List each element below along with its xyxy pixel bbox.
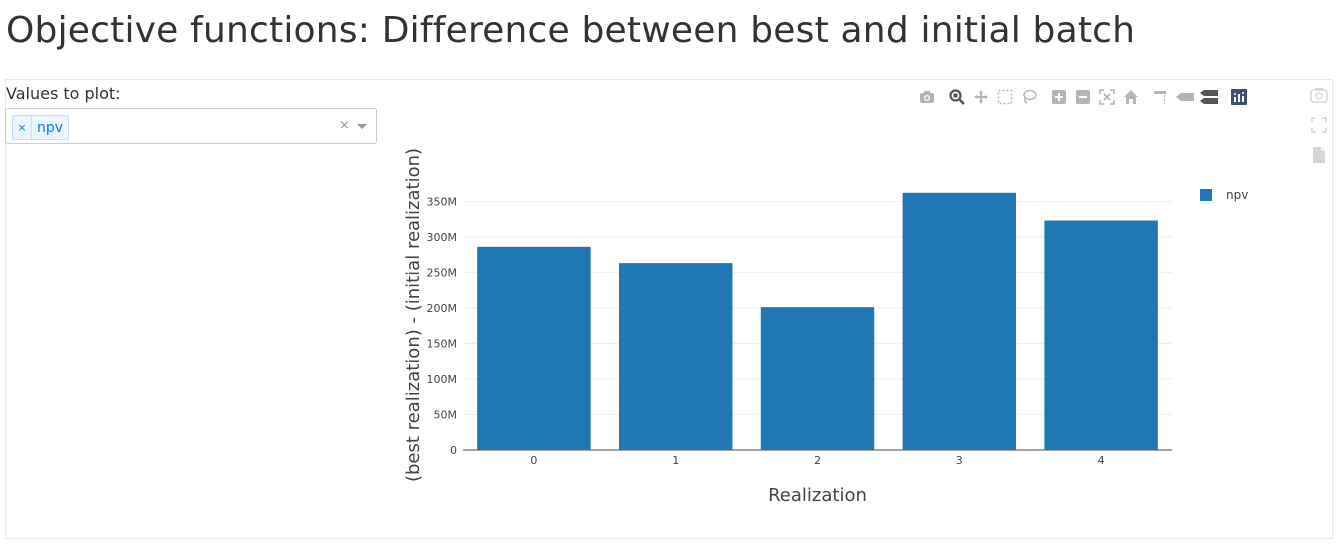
x-tick-label: 3 bbox=[956, 454, 963, 467]
x-tick-label: 2 bbox=[814, 454, 821, 467]
x-axis-title: Realization bbox=[768, 485, 867, 506]
pan-icon[interactable] bbox=[972, 89, 990, 105]
autoscale-icon[interactable] bbox=[1098, 89, 1116, 105]
values-to-plot-label: Values to plot: bbox=[6, 84, 121, 103]
y-tick-label: 50M bbox=[434, 408, 458, 421]
zoom-in-icon[interactable] bbox=[1050, 89, 1068, 105]
box-select-icon[interactable] bbox=[996, 89, 1014, 105]
zoom-icon[interactable] bbox=[948, 89, 966, 105]
y-tick-label: 350M bbox=[427, 195, 458, 208]
x-tick-label: 4 bbox=[1098, 454, 1105, 467]
y-axis-title: (best realization) - (initial realizatio… bbox=[403, 148, 424, 482]
selected-value-tag[interactable]: × npv bbox=[12, 115, 70, 140]
x-tick-label: 0 bbox=[530, 454, 537, 467]
bar-chart: 0 50M 100M 150M 200M 250M 300M 350M 0 1 2 3 4 Realiz… bbox=[403, 148, 1248, 506]
lasso-icon[interactable] bbox=[1020, 89, 1038, 105]
values-multiselect[interactable]: × npv × bbox=[5, 108, 377, 144]
y-tick-label: 300M bbox=[427, 231, 458, 244]
clear-selection-icon[interactable]: × bbox=[339, 118, 350, 133]
hover-closest-icon[interactable] bbox=[1176, 89, 1194, 105]
legend-label[interactable]: npv bbox=[1226, 188, 1248, 202]
screenshot-icon[interactable] bbox=[1308, 85, 1330, 105]
camera-icon[interactable] bbox=[918, 89, 936, 105]
y-tick-label: 250M bbox=[427, 266, 458, 279]
y-tick-label: 100M bbox=[427, 373, 458, 386]
tag-label: npv bbox=[37, 119, 64, 136]
bar[interactable] bbox=[618, 263, 733, 450]
y-tick-label: 200M bbox=[427, 302, 458, 315]
hover-compare-icon[interactable] bbox=[1200, 89, 1218, 105]
fullscreen-icon[interactable] bbox=[1308, 115, 1330, 135]
chevron-down-icon[interactable] bbox=[357, 124, 367, 129]
plotly-logo-icon[interactable] bbox=[1230, 89, 1248, 105]
side-toolbar bbox=[1308, 85, 1330, 175]
y-tick-label: 150M bbox=[427, 337, 458, 350]
bar[interactable] bbox=[760, 307, 875, 450]
legend-swatch[interactable] bbox=[1200, 189, 1212, 201]
download-data-icon[interactable] bbox=[1308, 145, 1330, 165]
reset-axes-icon[interactable] bbox=[1122, 89, 1140, 105]
bar[interactable] bbox=[902, 192, 1017, 450]
spike-lines-icon[interactable] bbox=[1152, 89, 1170, 105]
plot-modebar bbox=[918, 88, 1254, 106]
x-tick-label: 1 bbox=[672, 454, 679, 467]
legend[interactable]: npv bbox=[1200, 188, 1248, 202]
page-title: Objective functions: Difference between … bbox=[6, 10, 1136, 51]
bar[interactable] bbox=[477, 246, 591, 450]
tick-labels: 0 50M 100M 150M 200M 250M 300M 350M 0 1 2 3 4 bbox=[427, 195, 1105, 467]
zoom-out-icon[interactable] bbox=[1074, 89, 1092, 105]
bars bbox=[477, 192, 1158, 451]
tag-remove-icon[interactable]: × bbox=[13, 116, 32, 139]
y-tick-label: 0 bbox=[450, 444, 457, 457]
plot-panel bbox=[5, 79, 1333, 539]
bar[interactable] bbox=[1044, 220, 1158, 451]
